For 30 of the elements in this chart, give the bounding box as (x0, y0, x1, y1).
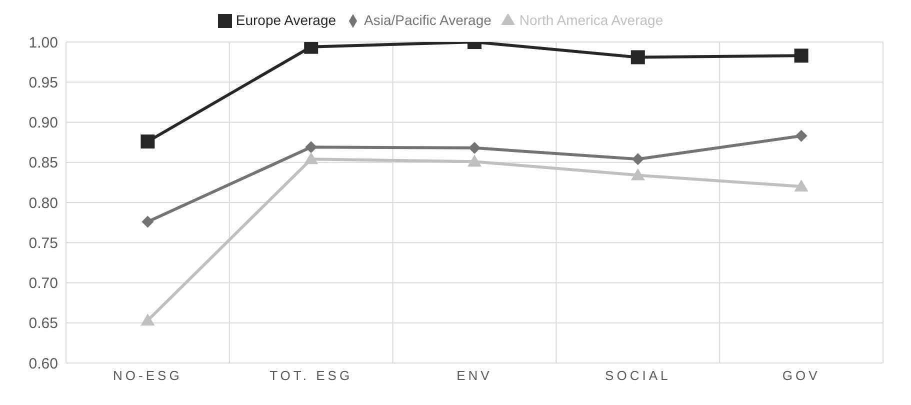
point (795, 130, 808, 142)
legend-label: Europe Average (236, 12, 336, 28)
y-tick-label: 0.90 (28, 114, 58, 132)
point (142, 216, 154, 228)
y-tick-label: 1.00 (28, 34, 58, 52)
y-tick-label: 0.80 (28, 194, 58, 212)
legend-label: Asia/Pacific Average (364, 12, 492, 28)
point (630, 50, 645, 64)
y-tick-label: 0.95 (28, 74, 58, 92)
y-tick-label: 0.85 (28, 154, 58, 172)
x-tick-label: GOV (782, 368, 820, 384)
y-tick-label: 0.70 (28, 275, 58, 292)
point (794, 48, 808, 63)
point (140, 313, 155, 326)
y-tick-label: 0.60 (28, 355, 58, 372)
point (794, 179, 808, 192)
point (305, 141, 318, 154)
x-tick-label: ENV (456, 368, 492, 384)
point (630, 168, 645, 180)
y-tick-label: 0.75 (28, 234, 58, 252)
x-tick-label: TOT. ESG (270, 368, 353, 384)
point (304, 152, 318, 164)
legend-label: North America Average (519, 12, 664, 28)
point (468, 142, 480, 154)
point (632, 153, 644, 166)
x-tick-label: NO-ESG (113, 368, 182, 384)
point (468, 154, 482, 167)
x-tick-label: SOCIAL (605, 368, 671, 384)
y-tick-label: 0.65 (28, 315, 58, 332)
point (140, 134, 155, 149)
